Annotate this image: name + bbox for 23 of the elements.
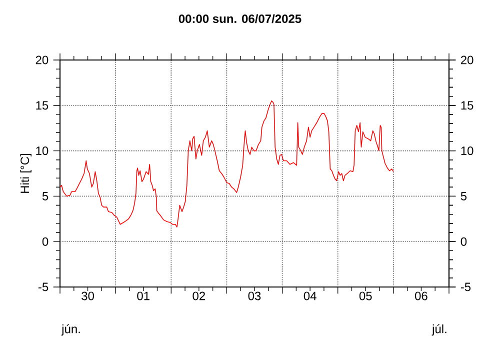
text: jún. [61, 324, 80, 336]
y-tick-label: 0 [42, 237, 48, 246]
x-tick-label: 01 [137, 292, 150, 300]
y2-tick-label: 10 [461, 146, 474, 156]
x-tick-label: 06 [414, 292, 428, 300]
y-axis-title: Hiti [°C] [20, 154, 32, 193]
y2-tick-label: 15 [461, 101, 474, 110]
x-tick-label: 30 [82, 292, 94, 300]
x-tick-label: 02 [192, 292, 205, 300]
x-tick-label: 04 [304, 292, 316, 300]
text: júl. [432, 324, 446, 336]
y2-tick-label: -5 [460, 282, 471, 292]
chart-title: 00:00 sun. 06/07/2025 [178, 14, 302, 24]
y-tick-label: 15 [36, 101, 48, 110]
y2-tick-label: 5 [460, 192, 467, 200]
y-tick-label: 5 [42, 192, 48, 200]
y2-tick-label: 0 [460, 237, 467, 246]
x-tick-label: 03 [248, 292, 261, 300]
y-tick-label: -5 [38, 282, 48, 292]
y-tick-label: 10 [36, 146, 48, 156]
y2-tick-label: 20 [460, 56, 474, 64]
y-tick-label: 20 [36, 56, 48, 64]
x-tick-label: 05 [359, 292, 372, 300]
